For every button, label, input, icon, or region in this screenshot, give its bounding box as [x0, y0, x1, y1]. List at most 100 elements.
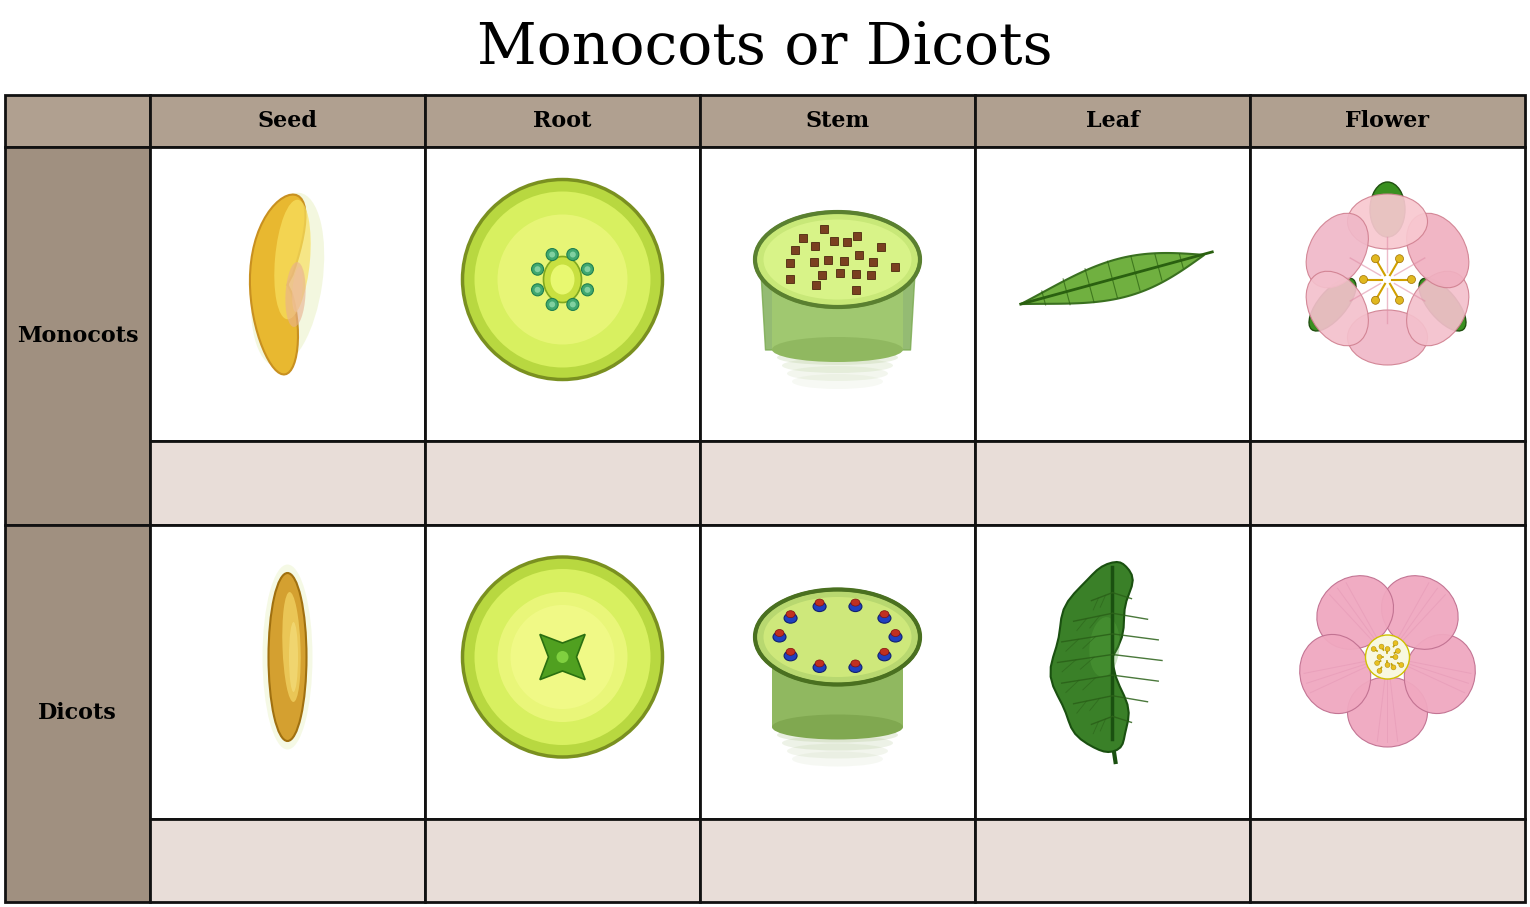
Ellipse shape: [782, 736, 894, 750]
Ellipse shape: [773, 342, 903, 357]
Ellipse shape: [274, 200, 311, 319]
Ellipse shape: [1348, 310, 1427, 365]
Circle shape: [566, 249, 578, 260]
Bar: [773, 642, 903, 727]
Ellipse shape: [543, 257, 581, 303]
Bar: [786, 259, 794, 268]
Circle shape: [549, 301, 555, 307]
Circle shape: [557, 651, 569, 663]
Circle shape: [1391, 665, 1395, 670]
Bar: [819, 271, 826, 279]
Circle shape: [1360, 276, 1368, 284]
Circle shape: [1371, 297, 1380, 304]
Circle shape: [1395, 297, 1403, 304]
Ellipse shape: [777, 350, 898, 365]
Circle shape: [584, 287, 591, 293]
Bar: [5, 524, 150, 902]
Circle shape: [534, 266, 540, 272]
Circle shape: [462, 557, 662, 757]
Ellipse shape: [1405, 635, 1475, 714]
Bar: [811, 242, 819, 250]
Ellipse shape: [754, 590, 920, 685]
Circle shape: [566, 298, 578, 310]
Ellipse shape: [777, 727, 898, 743]
Polygon shape: [1051, 562, 1132, 752]
Circle shape: [1392, 640, 1398, 646]
Ellipse shape: [773, 715, 903, 739]
Polygon shape: [540, 634, 584, 679]
Bar: [150, 147, 425, 442]
Bar: [150, 524, 425, 819]
Bar: [829, 237, 837, 245]
Ellipse shape: [773, 719, 903, 735]
Circle shape: [569, 251, 575, 258]
Polygon shape: [249, 194, 306, 375]
Bar: [840, 258, 848, 265]
Ellipse shape: [1317, 576, 1394, 649]
Bar: [890, 263, 898, 270]
Ellipse shape: [263, 564, 312, 749]
Ellipse shape: [786, 610, 796, 618]
Bar: [975, 147, 1250, 442]
Text: Dicots: Dicots: [38, 702, 116, 725]
Ellipse shape: [1369, 182, 1405, 237]
Ellipse shape: [283, 592, 301, 702]
Circle shape: [474, 191, 650, 367]
Circle shape: [474, 569, 650, 745]
Circle shape: [1379, 644, 1385, 649]
Circle shape: [1395, 649, 1400, 654]
Bar: [425, 95, 701, 147]
Ellipse shape: [1418, 278, 1466, 331]
Circle shape: [1365, 635, 1409, 679]
Bar: [843, 238, 851, 246]
Circle shape: [581, 284, 594, 296]
Bar: [811, 258, 819, 267]
Circle shape: [546, 298, 558, 310]
Bar: [975, 442, 1250, 524]
Circle shape: [1385, 647, 1389, 651]
Ellipse shape: [782, 358, 894, 373]
Ellipse shape: [773, 632, 786, 642]
Ellipse shape: [851, 660, 860, 667]
Circle shape: [1374, 660, 1380, 666]
Bar: [5, 95, 150, 147]
Bar: [701, 442, 975, 524]
Bar: [975, 95, 1250, 147]
Circle shape: [497, 214, 627, 345]
Circle shape: [1371, 647, 1375, 651]
Ellipse shape: [880, 610, 889, 618]
Circle shape: [1371, 255, 1380, 263]
Bar: [812, 281, 820, 289]
Ellipse shape: [889, 632, 903, 642]
Circle shape: [581, 263, 594, 275]
Ellipse shape: [890, 629, 900, 637]
Circle shape: [531, 263, 543, 275]
Ellipse shape: [812, 662, 826, 672]
Bar: [1250, 442, 1525, 524]
Ellipse shape: [1348, 677, 1427, 747]
Bar: [1250, 147, 1525, 442]
Circle shape: [584, 266, 591, 272]
Bar: [5, 147, 150, 524]
Bar: [701, 819, 975, 902]
Bar: [877, 243, 886, 250]
Ellipse shape: [851, 599, 860, 606]
Circle shape: [462, 180, 662, 379]
Bar: [1250, 524, 1525, 819]
Bar: [791, 246, 799, 254]
Bar: [701, 95, 975, 147]
Circle shape: [1395, 255, 1403, 263]
Text: Seed: Seed: [257, 110, 317, 132]
Text: Stem: Stem: [805, 110, 869, 132]
Ellipse shape: [754, 212, 920, 307]
Circle shape: [549, 251, 555, 258]
Ellipse shape: [1299, 635, 1371, 714]
Bar: [837, 268, 845, 277]
Bar: [975, 524, 1250, 819]
Ellipse shape: [878, 613, 890, 623]
Bar: [852, 287, 860, 295]
Circle shape: [1398, 662, 1405, 668]
Ellipse shape: [268, 573, 306, 741]
Bar: [786, 275, 794, 283]
Ellipse shape: [763, 597, 912, 677]
